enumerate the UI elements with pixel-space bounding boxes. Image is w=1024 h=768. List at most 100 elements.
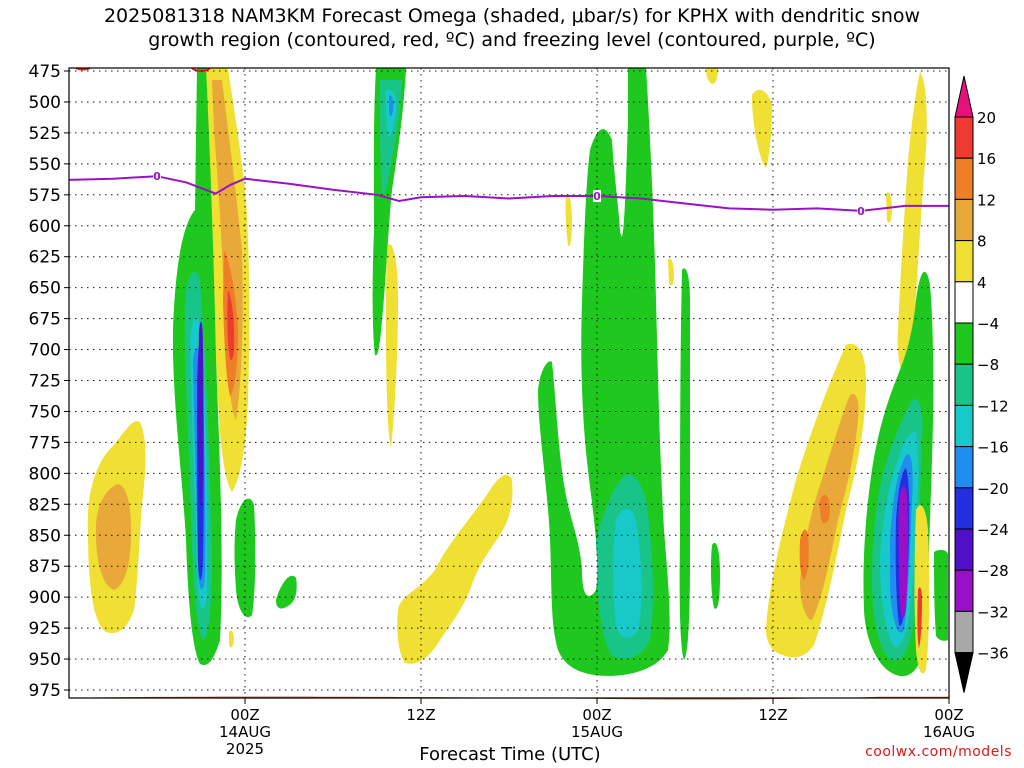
- x-tick-label: 00Z: [230, 706, 259, 724]
- omega-region-neg-4: [234, 498, 256, 618]
- colorbar-label: −4: [977, 315, 999, 333]
- omega-region-neg-16: [389, 95, 394, 117]
- omega-region-pos-8: [95, 484, 132, 590]
- y-tick-label: 475: [29, 62, 61, 82]
- y-tick-label: 650: [29, 279, 61, 299]
- omega-region-pos-4: [752, 89, 772, 168]
- x-tick-label: 12Z: [406, 706, 435, 724]
- omega-region-neg-8: [380, 80, 402, 195]
- omega-region-pos-4: [229, 630, 234, 648]
- colorbar-label: −12: [977, 397, 1009, 415]
- colorbar-swatch: [954, 569, 974, 612]
- y-tick-label: 950: [29, 650, 61, 670]
- x-tick-date: 16AUG: [923, 723, 975, 741]
- freezing-level-label-bg: [593, 190, 601, 203]
- x-tick-date: 14AUG: [219, 723, 271, 741]
- chart-title-line1: 2025081318 NAM3KM Forecast Omega (shaded…: [103, 5, 921, 27]
- y-tick-label: 825: [29, 495, 61, 515]
- y-tick-label: 550: [29, 155, 61, 175]
- y-tick-label: 500: [29, 93, 61, 113]
- colorbar-label: 16: [977, 150, 996, 168]
- x-tick-label: 00Z: [582, 706, 611, 724]
- y-tick-label: 900: [29, 588, 61, 608]
- x-tick-label: 12Z: [758, 706, 787, 724]
- y-tick-label: 925: [29, 619, 61, 639]
- freezing-level-label: 0: [153, 170, 161, 183]
- omega-region-neg-4: [276, 575, 297, 609]
- colorbar-swatch: [954, 198, 974, 242]
- chart-title: 2025081318 NAM3KM Forecast Omega (shaded…: [0, 4, 1024, 52]
- colorbar-top-arrow: [954, 75, 974, 118]
- y-tick-label: 750: [29, 402, 61, 422]
- colorbar-label: 8: [977, 233, 987, 251]
- omega-region-neg-4: [934, 549, 948, 641]
- freezing-level: 0 0 0: [68, 170, 949, 218]
- y-tick-label: 525: [29, 124, 61, 144]
- omega-region-pos-16: [917, 587, 922, 648]
- y-axis: 475 500 525 550 575 600 625 650 675 700 725 750 775 8…: [29, 62, 69, 701]
- omega-shading: [75, 67, 948, 677]
- omega-region-pos-4: [668, 258, 674, 286]
- plot-frame: [68, 67, 950, 699]
- omega-region-neg-4: [710, 542, 720, 609]
- chart-title-line2: growth region (contoured, red, ºC) and f…: [148, 29, 876, 51]
- grid: [69, 68, 950, 698]
- y-tick-label: 850: [29, 526, 61, 546]
- colorbar-swatch: [954, 446, 974, 489]
- credit-link[interactable]: coolwx.com/models: [865, 744, 1012, 760]
- omega-region-pos-4: [914, 505, 930, 674]
- colorbar-label: 12: [977, 191, 996, 209]
- colorbar-swatch: [954, 322, 974, 365]
- freezing-level-label: 0: [857, 205, 865, 218]
- colorbar-label: −36: [977, 645, 1009, 663]
- y-tick-label: 875: [29, 557, 61, 577]
- colorbar-bottom-arrow: [954, 652, 974, 693]
- y-tick-label: 775: [29, 433, 61, 453]
- y-tick-label: 600: [29, 217, 61, 237]
- y-tick-label: 800: [29, 464, 61, 484]
- colorbar-swatch: [954, 281, 974, 324]
- omega-region-pos-4: [897, 72, 927, 376]
- y-tick-label: 975: [29, 681, 61, 701]
- freezing-level-label: 0: [593, 190, 601, 203]
- x-tick-year: 2025: [226, 740, 264, 758]
- colorbar-swatch: [954, 528, 974, 571]
- omega-region-pos-12: [799, 529, 809, 580]
- colorbar-swatch: [954, 404, 974, 448]
- colorbar-label: −24: [977, 521, 1009, 539]
- y-tick-label: 675: [29, 310, 61, 330]
- omega-region-neg-4: [679, 268, 690, 660]
- colorbar: 20 16 12 8 4 −4 −8 −12 −16 −20 −24 −28 −32 −36: [954, 75, 1009, 693]
- omega-region-pos-4: [706, 68, 718, 84]
- colorbar-swatch: [954, 610, 974, 654]
- y-tick-label: 725: [29, 372, 61, 392]
- freezing-level-label-bg: [857, 204, 865, 217]
- colorbar-label: −16: [977, 439, 1009, 457]
- colorbar-swatch: [954, 487, 974, 530]
- x-axis-label: Forecast Time (UTC): [419, 744, 601, 765]
- colorbar-label: −32: [977, 603, 1009, 621]
- terrain-fill: [69, 696, 949, 700]
- omega-region-pos-4: [565, 193, 572, 247]
- colorbar-swatch: [954, 363, 974, 406]
- omega-region-pos-12: [819, 494, 830, 524]
- colorbar-swatch: [954, 240, 974, 283]
- terrain: [69, 696, 949, 700]
- y-tick-label: 625: [29, 248, 61, 268]
- colorbar-label: −8: [977, 356, 999, 374]
- colorbar-swatch: [954, 116, 974, 159]
- omega-region-pos-16: [227, 290, 235, 361]
- omega-region-pos-4: [386, 244, 398, 448]
- freezing-level-label-bg: [153, 170, 161, 183]
- colorbar-swatch: [954, 157, 974, 200]
- y-tick-label: 700: [29, 341, 61, 361]
- omega-region-neg-28: [198, 321, 204, 506]
- omega-region-pos-4: [397, 474, 513, 664]
- colorbar-label: −28: [977, 562, 1009, 580]
- colorbar-label: 20: [977, 109, 996, 127]
- x-tick-label: 00Z: [934, 706, 963, 724]
- colorbar-label: 4: [977, 274, 987, 292]
- omega-region-neg-28: [898, 486, 909, 618]
